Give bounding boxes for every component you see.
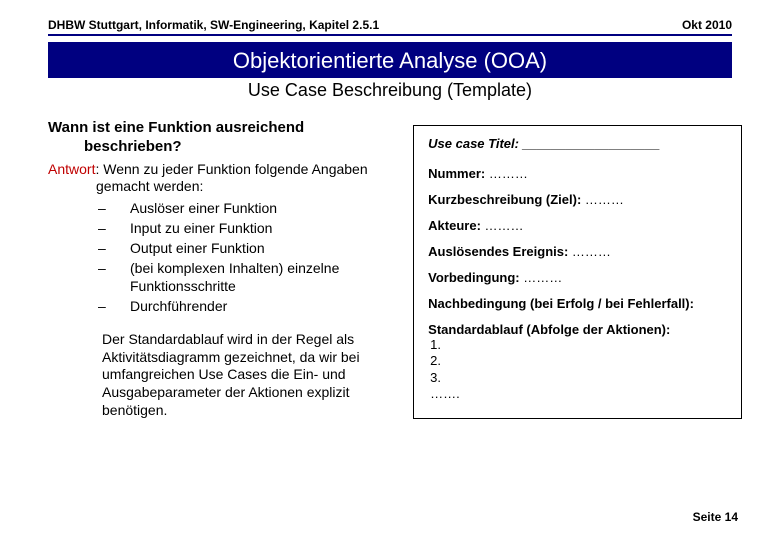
template-title: Use case Titel: ___________________ <box>428 136 729 161</box>
template-kurz: Kurzbeschreibung (Ziel): ……… <box>428 187 729 213</box>
answer-lead: Antwort: Wenn zu jeder Funktion folgende… <box>48 161 401 196</box>
header-underline <box>48 34 732 36</box>
bullet-text: (bei komplexen Inhalten) einzelne Funkti… <box>130 259 401 295</box>
template-label: Nummer: <box>428 166 485 181</box>
template-akteure: Akteure: ……… <box>428 213 729 239</box>
template-nachbed: Nachbedingung (bei Erfolg / bei Fehlerfa… <box>428 291 729 317</box>
title-banner: Objektorientierte Analyse (OOA) <box>48 42 732 78</box>
question-line2: beschrieben? <box>48 138 401 157</box>
answer-rest: : Wenn zu jeder Funktion folgende Angabe… <box>95 161 367 177</box>
template-dots: ……… <box>581 192 624 207</box>
question-line1: Wann ist eine Funktion ausreichend <box>48 119 401 138</box>
left-column: Wann ist eine Funktion ausreichend besch… <box>48 119 401 420</box>
question-heading: Wann ist eine Funktion ausreichend besch… <box>48 119 401 161</box>
template-label: Akteure: <box>428 218 481 233</box>
content-area: Wann ist eine Funktion ausreichend besch… <box>0 109 780 420</box>
std-item: 2. <box>430 353 729 369</box>
template-vorbed: Vorbedingung: ……… <box>428 265 729 291</box>
template-label: Standardablauf (Abfolge der Aktionen): <box>428 322 729 337</box>
bullet-text: Auslöser einer Funktion <box>130 199 401 217</box>
paragraph: Der Standardablauf wird in der Regel als… <box>48 317 401 421</box>
template-dots: ……… <box>520 270 563 285</box>
standard-list: 1. 2. 3. ……. <box>428 337 729 402</box>
template-label: Nachbedingung (bei Erfolg / bei Fehlerfa… <box>428 296 694 311</box>
std-item: 3. <box>430 370 729 386</box>
list-item: –Input zu einer Funktion <box>96 218 401 238</box>
list-item: –Output einer Funktion <box>96 238 401 258</box>
list-item: –Auslöser einer Funktion <box>96 198 401 218</box>
bullet-text: Output einer Funktion <box>130 239 401 257</box>
list-item: –(bei komplexen Inhalten) einzelne Funkt… <box>96 258 401 296</box>
page-number: Seite 14 <box>693 510 738 524</box>
answer-label: Antwort <box>48 161 95 177</box>
dash-icon: – <box>96 219 130 237</box>
slide-header: DHBW Stuttgart, Informatik, SW-Engineeri… <box>0 0 780 34</box>
answer-continuation: gemacht werden: <box>48 178 401 196</box>
header-right: Okt 2010 <box>682 18 732 32</box>
std-item: ……. <box>430 386 729 402</box>
dash-icon: – <box>96 199 130 217</box>
header-left: DHBW Stuttgart, Informatik, SW-Engineeri… <box>48 18 379 32</box>
template-ausloes: Auslösendes Ereignis: ……… <box>428 239 729 265</box>
template-box: Use case Titel: ___________________ Numm… <box>413 125 742 419</box>
bullet-list: –Auslöser einer Funktion –Input zu einer… <box>48 196 401 317</box>
bullet-text: Durchführender <box>130 297 401 315</box>
template-dots: ……… <box>481 218 524 233</box>
template-dots: ……… <box>568 244 611 259</box>
template-label: Kurzbeschreibung (Ziel): <box>428 192 581 207</box>
template-standard: Standardablauf (Abfolge der Aktionen): 1… <box>428 317 729 408</box>
list-item: –Durchführender <box>96 296 401 316</box>
template-label: Vorbedingung: <box>428 270 519 285</box>
subtitle: Use Case Beschreibung (Template) <box>0 78 780 109</box>
template-label: Auslösendes Ereignis: <box>428 244 568 259</box>
dash-icon: – <box>96 259 130 277</box>
template-number: Nummer: ……… <box>428 161 729 187</box>
dash-icon: – <box>96 239 130 257</box>
template-dots: ……… <box>485 166 528 181</box>
bullet-text: Input zu einer Funktion <box>130 219 401 237</box>
dash-icon: – <box>96 297 130 315</box>
std-item: 1. <box>430 337 729 353</box>
